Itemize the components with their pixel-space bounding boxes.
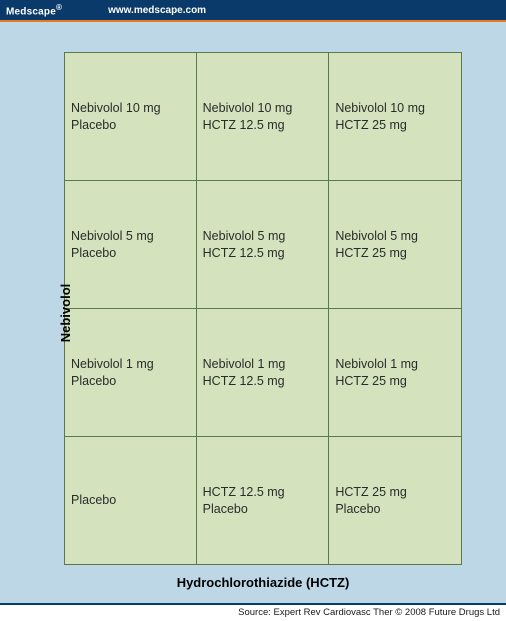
footer-source: Source: Expert Rev Cardiovasc Ther © 200… [0,603,506,621]
registered-mark: ® [56,3,62,12]
grid-cell: Nebivolol 10 mgPlacebo [64,53,197,181]
grid-cell: Nebivolol 1 mgHCTZ 25 mg [329,309,462,437]
dose-grid: Nebivolol 10 mgPlacebo Nebivolol 10 mgHC… [64,52,462,565]
grid-cell: Nebivolol 1 mgHCTZ 12.5 mg [197,309,330,437]
cell-line1: Nebivolol 10 mg [203,100,323,117]
cell-line2: HCTZ 12.5 mg [203,245,323,262]
grid-cell: Nebivolol 5 mgHCTZ 12.5 mg [197,181,330,309]
cell-line1: Nebivolol 5 mg [203,228,323,245]
cell-line1: Nebivolol 1 mg [71,356,190,373]
cell-line2: Placebo [71,117,190,134]
cell-line2: Placebo [71,373,190,390]
cell-line1: Nebivolol 5 mg [335,228,455,245]
cell-line2: HCTZ 12.5 mg [203,373,323,390]
grid-cell: Placebo [64,437,197,565]
cell-line1: Nebivolol 10 mg [71,100,190,117]
grid-cell: Nebivolol 1 mgPlacebo [64,309,197,437]
grid-wrap: Nebivolol 10 mgPlacebo Nebivolol 10 mgHC… [64,52,462,590]
cell-line1: Nebivolol 1 mg [203,356,323,373]
cell-line2: Placebo [71,245,190,262]
grid-cell: Nebivolol 10 mgHCTZ 25 mg [329,53,462,181]
brand-name: Medscape® [6,3,62,17]
cell-line2: Placebo [335,501,455,518]
site-url: www.medscape.com [108,5,206,16]
cell-line1: Nebivolol 1 mg [335,356,455,373]
y-axis-label: Nebivolol [58,283,73,342]
cell-line2: HCTZ 12.5 mg [203,117,323,134]
cell-line1: Nebivolol 5 mg [71,228,190,245]
cell-line1: HCTZ 25 mg [335,484,455,501]
x-axis-label: Hydrochlorothiazide (HCTZ) [64,575,462,590]
grid-cell: Nebivolol 5 mgPlacebo [64,181,197,309]
content-area: Nebivolol Nebivolol 10 mgPlacebo Nebivol… [0,22,506,603]
brand-text: Medscape [6,6,56,17]
cell-line2: HCTZ 25 mg [335,245,455,262]
cell-line1: Placebo [71,492,190,509]
cell-line2: HCTZ 25 mg [335,117,455,134]
cell-line1: HCTZ 12.5 mg [203,484,323,501]
grid-cell: HCTZ 25 mgPlacebo [329,437,462,565]
grid-cell: Nebivolol 5 mgHCTZ 25 mg [329,181,462,309]
top-bar: Medscape® www.medscape.com [0,0,506,20]
grid-cell: HCTZ 12.5 mgPlacebo [197,437,330,565]
cell-line1: Nebivolol 10 mg [335,100,455,117]
cell-line2: HCTZ 25 mg [335,373,455,390]
grid-cell: Nebivolol 10 mgHCTZ 12.5 mg [197,53,330,181]
cell-line2: Placebo [203,501,323,518]
